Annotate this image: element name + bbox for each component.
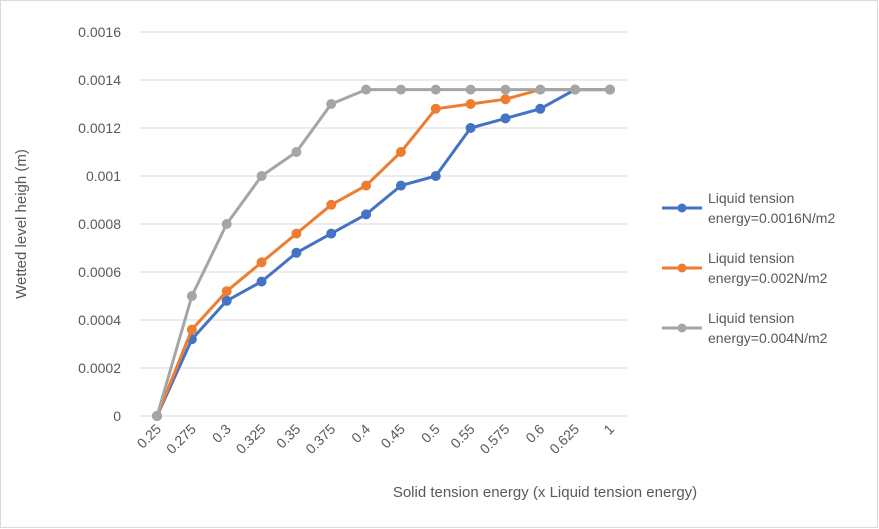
data-point xyxy=(500,113,511,124)
legend-label: Liquid tension energy=0.0016N/m2 xyxy=(708,190,836,226)
data-point xyxy=(256,257,267,268)
legend-swatch xyxy=(662,263,702,273)
y-axis-title: Wetted level heigh (m) xyxy=(13,149,30,299)
data-point xyxy=(186,291,197,301)
data-point xyxy=(535,103,546,114)
data-point xyxy=(221,295,232,306)
legend-label: Liquid tension energy=0.002N/m2 xyxy=(708,250,828,286)
y-tick-label: 0.0008 xyxy=(78,216,121,232)
data-point xyxy=(291,147,302,157)
y-tick-label: 0.0012 xyxy=(78,120,121,136)
series-line xyxy=(155,88,610,417)
data-point xyxy=(395,180,406,191)
data-point xyxy=(465,123,476,133)
data-point xyxy=(326,199,337,210)
data-point xyxy=(256,276,267,287)
legend-marker xyxy=(677,203,687,213)
data-point xyxy=(430,171,441,181)
y-tick-label: 0 xyxy=(113,408,121,424)
y-tick-label: 0.0002 xyxy=(78,360,121,376)
legend-item: Liquid tension energy=0.0016N/m2 xyxy=(660,188,860,228)
series-line xyxy=(155,88,610,417)
legend-swatch xyxy=(662,323,702,333)
data-point xyxy=(221,286,232,297)
data-point xyxy=(361,84,372,95)
legend-swatch xyxy=(662,203,702,213)
legend-item: Liquid tension energy=0.002N/m2 xyxy=(660,248,860,288)
data-point xyxy=(186,324,197,335)
data-point xyxy=(291,247,302,258)
data-point xyxy=(361,209,372,220)
data-point xyxy=(291,228,302,239)
data-point xyxy=(361,180,372,191)
y-tick-label: 0.0004 xyxy=(78,312,121,328)
data-point xyxy=(570,84,581,95)
data-point xyxy=(465,99,476,109)
data-point xyxy=(430,103,441,114)
data-point xyxy=(500,94,511,105)
data-point xyxy=(465,84,476,95)
y-tick-label: 0.001 xyxy=(86,168,121,184)
y-tick-label: 0.0014 xyxy=(78,72,121,88)
data-point xyxy=(221,219,232,229)
legend-marker xyxy=(677,263,687,273)
x-axis-title: Solid tension energy (x Liquid tension e… xyxy=(393,484,697,501)
y-tick-label: 0.0006 xyxy=(78,264,121,280)
data-point xyxy=(500,84,511,95)
data-point xyxy=(395,147,406,157)
legend-label: Liquid tension energy=0.004N/m2 xyxy=(708,310,828,346)
data-point xyxy=(395,84,406,95)
data-point xyxy=(430,84,441,95)
data-point xyxy=(256,171,267,181)
y-tick-label: 0.0016 xyxy=(78,24,121,40)
data-point xyxy=(326,228,337,239)
legend-marker xyxy=(677,323,687,333)
legend-item: Liquid tension energy=0.004N/m2 xyxy=(660,308,860,348)
data-point xyxy=(326,99,337,109)
data-point xyxy=(535,84,546,95)
data-point xyxy=(152,411,163,421)
series-line xyxy=(155,88,610,417)
data-point xyxy=(604,84,615,95)
